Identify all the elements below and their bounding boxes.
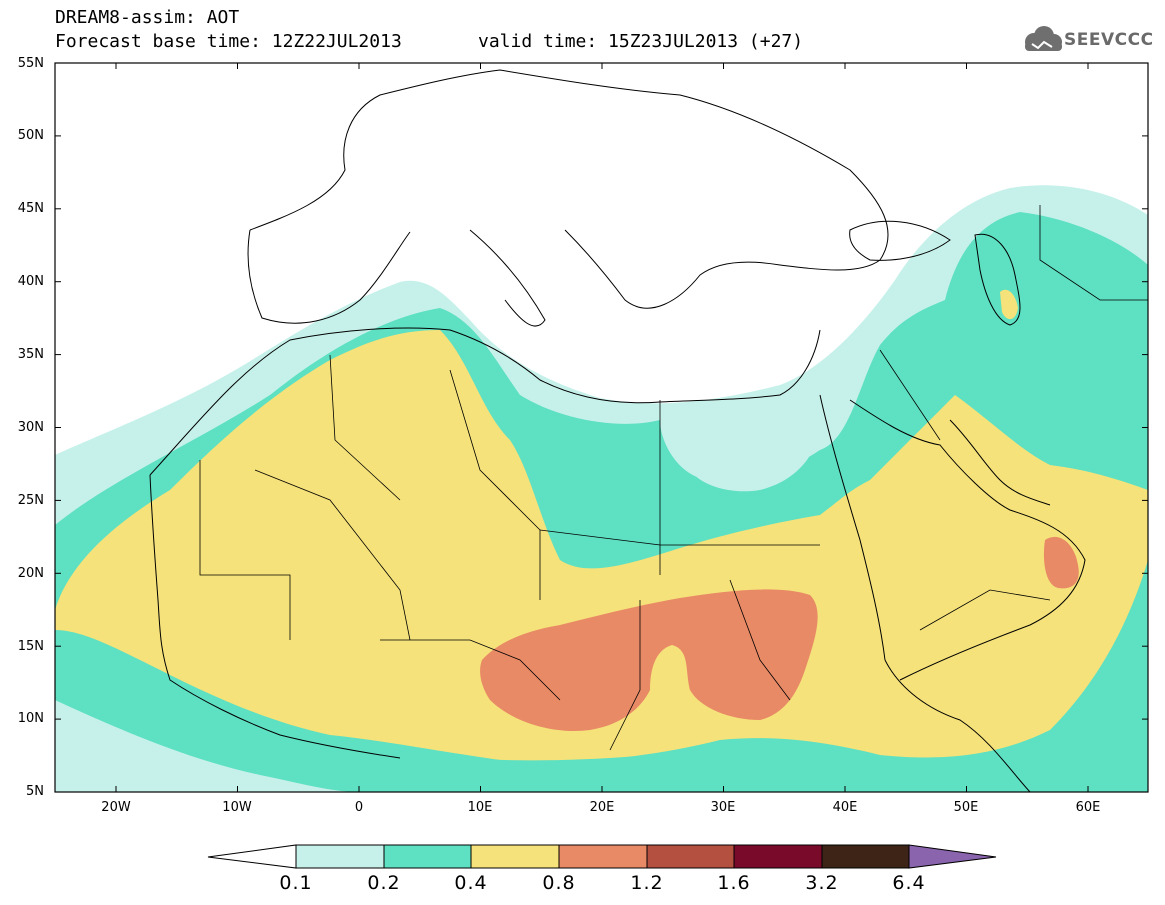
lon-label: 30E	[710, 800, 736, 815]
colorbar-box-3	[470, 844, 560, 869]
forecast-base-time: Forecast base time: 12Z22JUL2013	[55, 31, 402, 52]
lat-label: 10N	[17, 711, 44, 726]
lon-label: 0	[354, 800, 364, 815]
colorbar-box-4	[558, 844, 648, 869]
colorbar-label: 6.4	[892, 872, 926, 894]
colorbar-box-6	[733, 844, 823, 869]
colorbar-upper-arrow	[908, 844, 997, 869]
colorbar-box-2	[383, 844, 472, 869]
lon-label: 50E	[953, 800, 979, 815]
border-8	[609, 600, 641, 751]
logo-text: SEEVCCC	[1064, 30, 1154, 50]
border-7	[380, 639, 561, 701]
lon-label: 20E	[589, 800, 615, 815]
valid-time: valid time: 15Z23JUL2013 (+27)	[478, 31, 804, 52]
border-9	[729, 579, 791, 701]
lon-label: 40E	[832, 800, 858, 815]
colorbar-box-5	[646, 844, 735, 869]
border-12	[1039, 205, 1148, 301]
coast-persian-gulf	[949, 419, 1051, 506]
lon-label: 10W	[222, 800, 252, 815]
coast-caspian	[974, 233, 1021, 326]
aot-band-0.8-oman	[1043, 536, 1079, 589]
border-6	[659, 400, 820, 546]
colorbar-lower-arrow	[207, 844, 297, 869]
coast-black-sea	[849, 220, 951, 261]
colorbar-box-1	[295, 844, 385, 869]
lat-label: 15N	[17, 639, 44, 654]
coast-iberia	[247, 229, 411, 324]
colorbar-label: 0.4	[454, 872, 488, 894]
border-3	[329, 354, 401, 501]
coast-east-africa	[884, 659, 1031, 792]
border-4	[449, 369, 541, 600]
coast-north-africa	[149, 327, 821, 476]
colorbar-label: 3.2	[805, 872, 839, 894]
lon-label: 60E	[1075, 800, 1101, 815]
lat-label: 40N	[17, 274, 44, 289]
coast-red-sea	[819, 394, 886, 661]
coast-balkans	[564, 229, 781, 309]
lat-label: 5N	[26, 784, 44, 799]
aot-band-0.1-south	[55, 700, 360, 792]
aot-band-0.8	[480, 589, 818, 731]
cloud-icon	[1025, 26, 1062, 51]
aot-band-0.4	[55, 330, 1148, 762]
map-title: DREAM8-assim: AOT	[55, 7, 240, 28]
aot-band-0.2-south	[55, 640, 1148, 792]
coast-west-africa	[149, 474, 401, 759]
colorbar	[207, 844, 997, 869]
colorbar-label: 0.1	[279, 872, 313, 894]
lon-label: 10E	[467, 800, 493, 815]
border-2	[254, 469, 411, 641]
lat-label: 25N	[17, 493, 44, 508]
colorbar-label: 1.6	[717, 872, 751, 894]
lat-label: 45N	[17, 201, 44, 216]
coast-italy	[469, 229, 546, 327]
border-1	[199, 460, 291, 640]
colorbar-box-7	[821, 844, 910, 869]
border-10	[919, 589, 1051, 631]
colorbar-label: 0.8	[542, 872, 576, 894]
lat-label: 55N	[17, 56, 44, 71]
aot-hole-egypt	[690, 416, 820, 492]
lon-label: 20W	[101, 800, 131, 815]
coast-europe	[249, 69, 889, 271]
coast-arabia	[849, 399, 1086, 681]
lat-label: 50N	[17, 128, 44, 143]
lat-label: 20N	[17, 566, 44, 581]
border-11	[879, 349, 941, 441]
colorbar-label: 0.2	[367, 872, 401, 894]
aot-caspian-yellow	[1000, 289, 1018, 320]
lat-label: 35N	[17, 347, 44, 362]
lat-label: 30N	[17, 420, 44, 435]
colorbar-label: 1.2	[630, 872, 664, 894]
